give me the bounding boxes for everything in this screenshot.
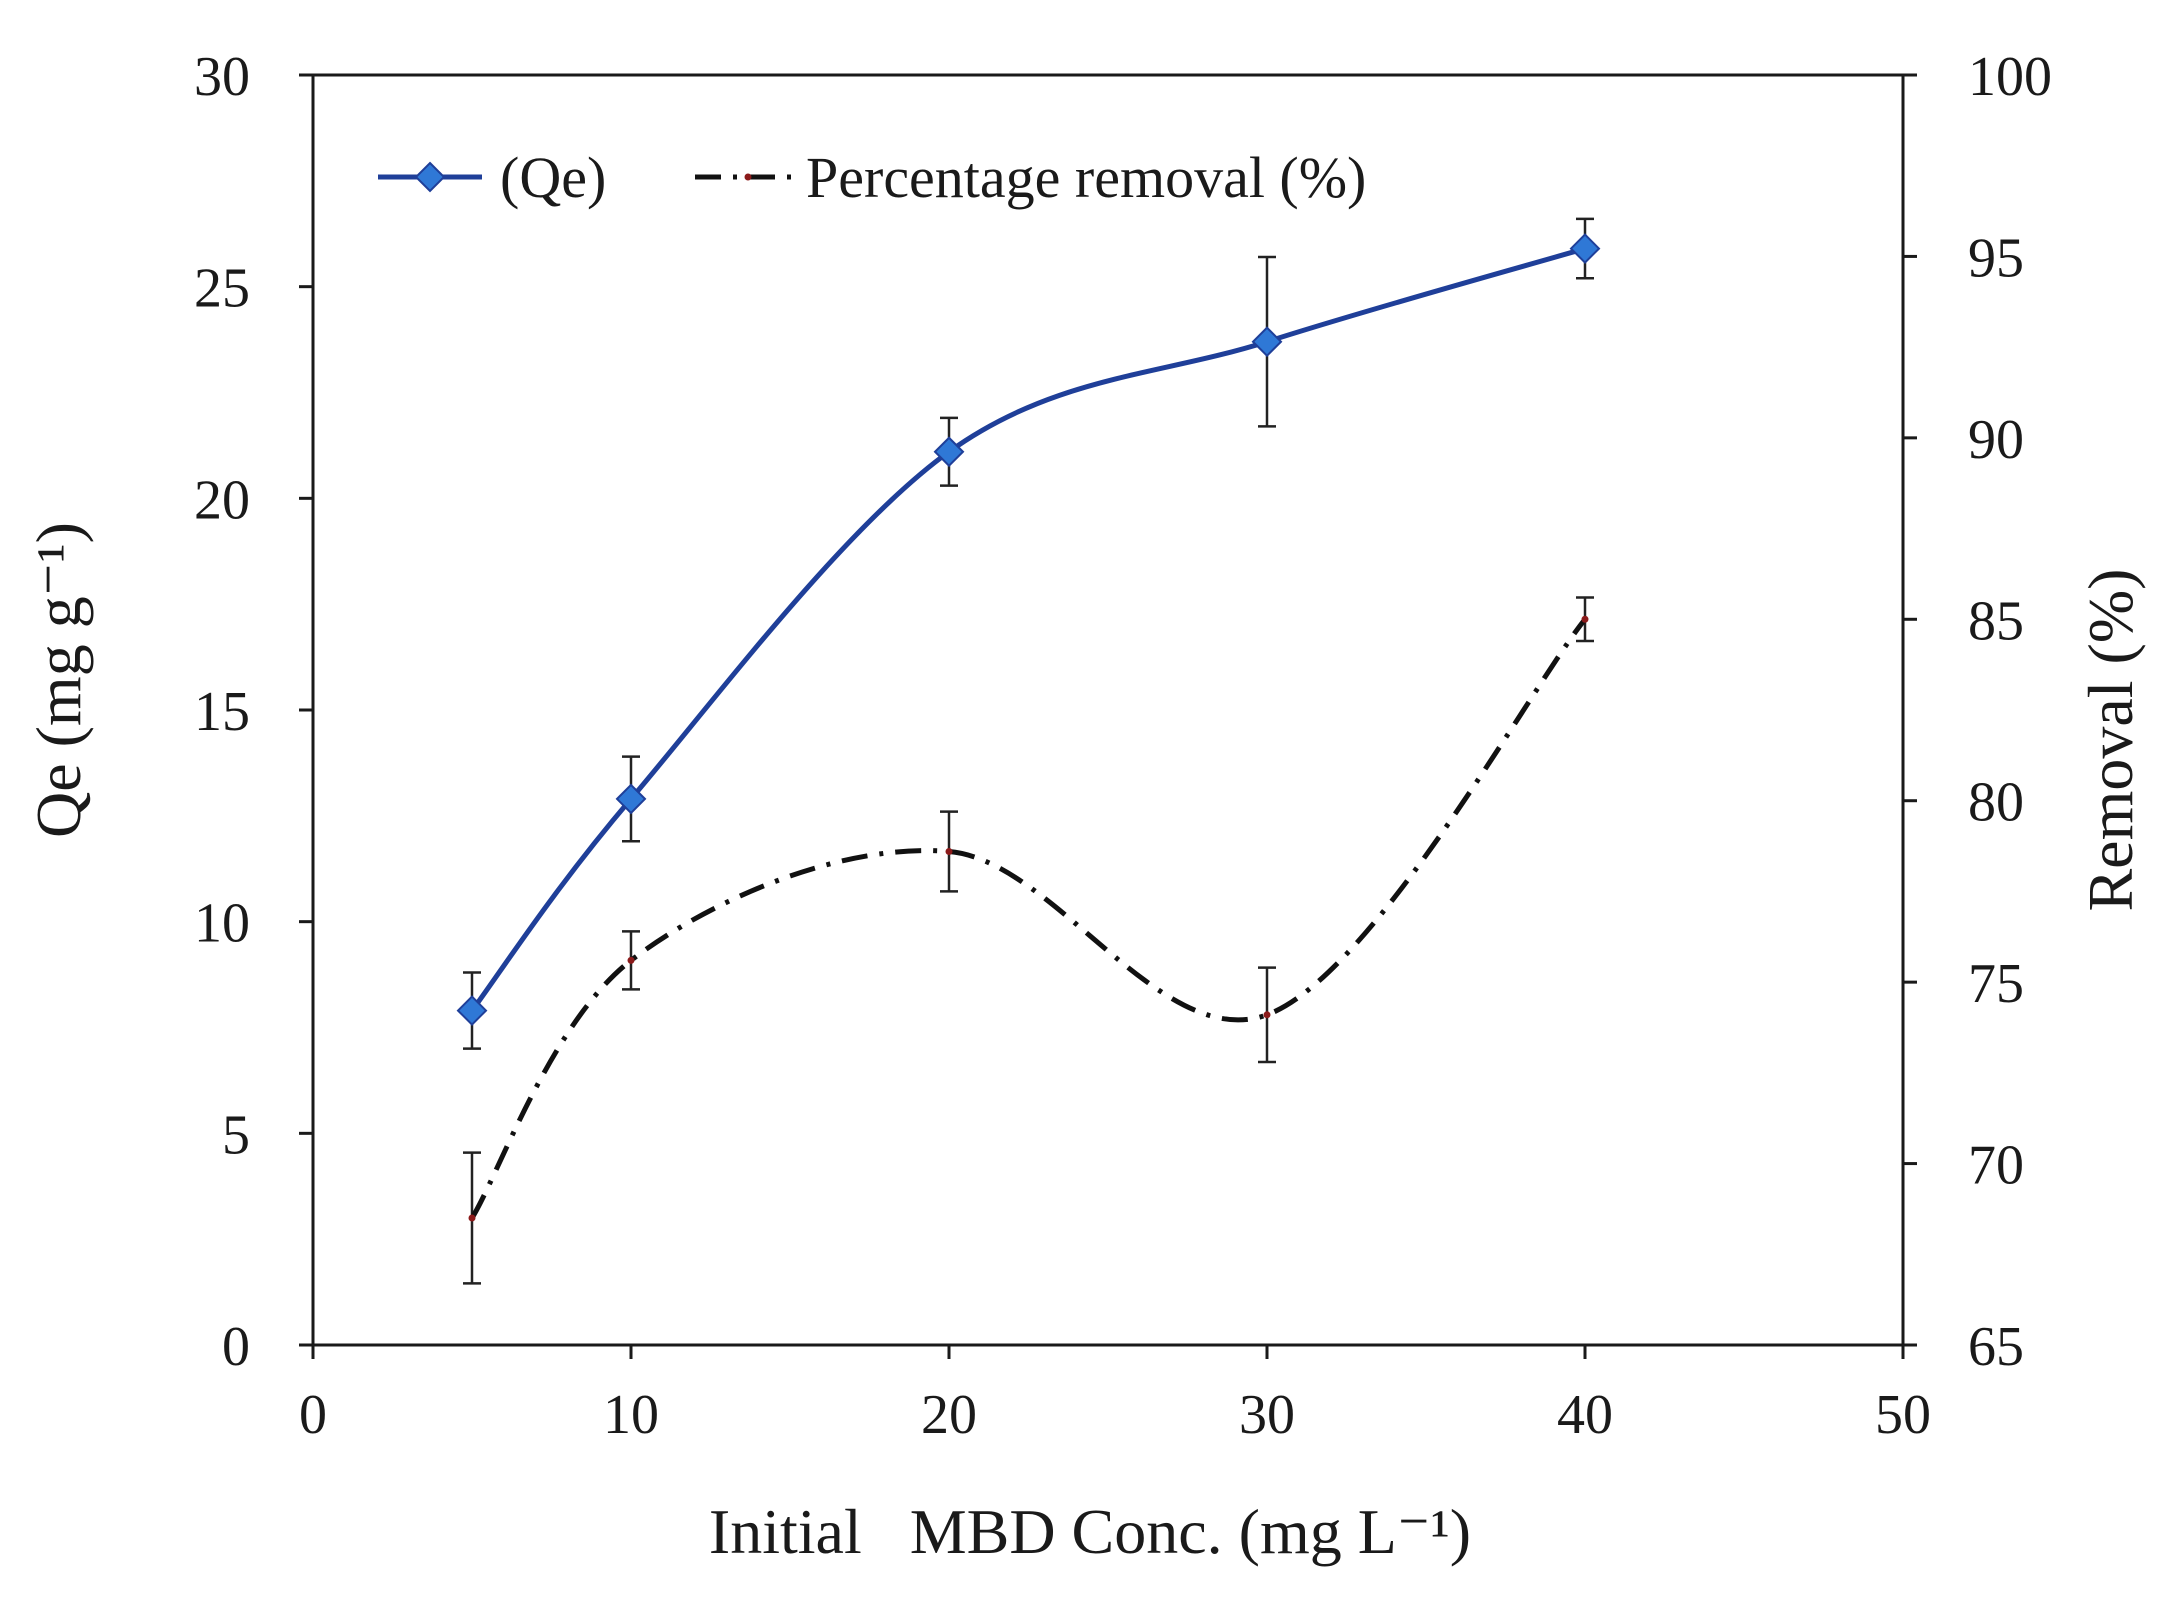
right-y-tick-label: 75 — [1968, 953, 2024, 1015]
right-y-tick-label: 70 — [1968, 1135, 2024, 1197]
left-y-tick-label: 30 — [194, 46, 250, 108]
legend-removal-marker — [744, 173, 752, 181]
x-tick-label: 20 — [921, 1384, 977, 1446]
plot-frame — [311, 73, 1905, 1347]
right-y-tick-label: 65 — [1968, 1316, 2024, 1378]
left-y-tick-label: 0 — [222, 1316, 250, 1378]
legend-qe-label: (Qe) — [500, 145, 606, 210]
x-tick-label: 40 — [1557, 1384, 1613, 1446]
right-y-tick-label: 85 — [1968, 590, 2024, 652]
series-line — [470, 246, 1586, 1013]
left-y-axis-title: Qe (mg g⁻¹) — [23, 522, 94, 838]
right-y-tick-label: 80 — [1968, 772, 2024, 834]
left-y-axis-ticks: 0 5 10 15 20 25 30 — [194, 46, 313, 1378]
data-point — [468, 1214, 476, 1222]
data-point — [933, 436, 965, 468]
left-y-tick-label: 25 — [194, 258, 250, 320]
x-tick-label: 50 — [1875, 1384, 1931, 1446]
right-y-tick-label: 90 — [1968, 409, 2024, 471]
data-point — [1263, 1011, 1271, 1019]
data-point — [1581, 615, 1589, 623]
left-y-tick-label: 5 — [222, 1104, 250, 1166]
series-removal — [463, 596, 1594, 1285]
x-tick-label: 10 — [603, 1384, 659, 1446]
data-point — [1569, 233, 1601, 264]
right-y-tick-label: 95 — [1968, 227, 2024, 289]
data-point — [1251, 326, 1283, 358]
right-y-tick-label: 100 — [1968, 46, 2052, 108]
left-y-tick-label: 20 — [194, 469, 250, 531]
x-tick-label: 30 — [1239, 1384, 1295, 1446]
x-axis-ticks: 0 10 20 30 40 50 — [299, 1345, 1931, 1446]
data-point — [945, 848, 953, 856]
series-layer — [456, 217, 1601, 1285]
series-qe — [456, 217, 1601, 1050]
legend: (Qe) Percentage removal (%) — [378, 145, 1366, 210]
x-axis-title: Initial MBD Conc. (mg L⁻¹) — [709, 1496, 1471, 1567]
left-y-tick-label: 15 — [194, 681, 250, 743]
right-y-axis-ticks: 65 70 75 80 85 90 95 100 — [1903, 46, 2052, 1378]
series-line — [469, 617, 1587, 1220]
data-point — [627, 956, 635, 964]
data-point — [456, 995, 488, 1026]
data-point — [615, 783, 647, 815]
x-tick-label: 0 — [299, 1384, 327, 1446]
right-y-axis-title: Removal (%) — [2075, 569, 2146, 912]
left-y-tick-label: 10 — [194, 893, 250, 955]
legend-removal-label: Percentage removal (%) — [806, 145, 1366, 210]
legend-qe-marker — [414, 161, 446, 193]
